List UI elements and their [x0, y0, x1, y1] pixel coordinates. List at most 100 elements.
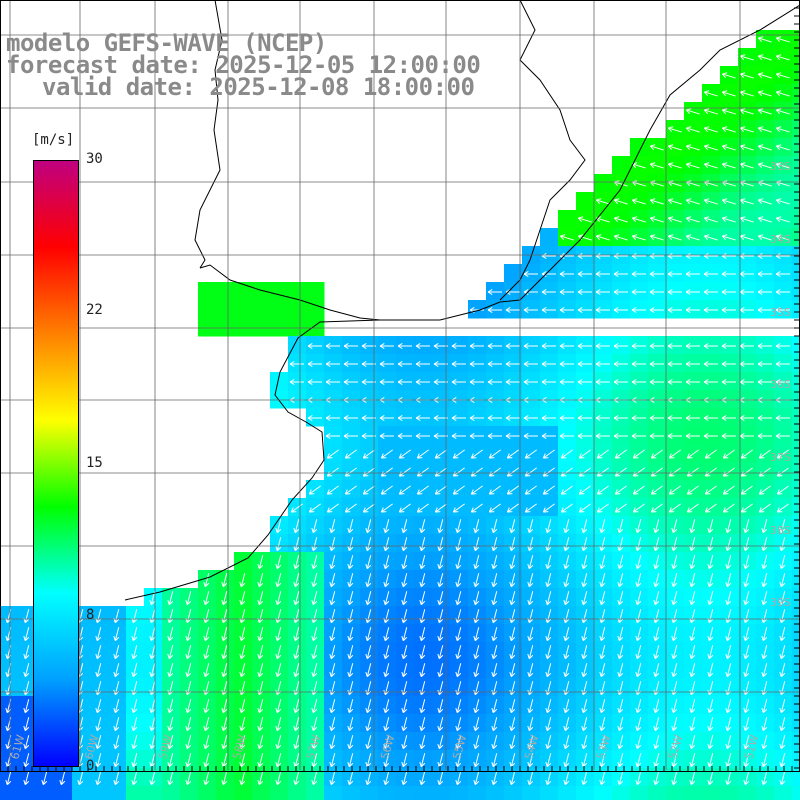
wind-cell — [288, 318, 307, 337]
wind-arrow — [455, 663, 462, 678]
wind-cell — [414, 372, 433, 391]
wind-cell — [576, 300, 595, 319]
wind-arrow — [149, 771, 156, 786]
wind-arrow — [365, 699, 372, 714]
wind-arrow — [650, 467, 663, 477]
wind-arrow — [581, 519, 588, 534]
wind-arrow — [761, 555, 768, 570]
wind-cell — [468, 786, 487, 800]
wind-arrow — [131, 753, 138, 768]
wind-cell — [720, 156, 739, 175]
wind-arrow — [650, 449, 663, 459]
wind-arrow — [563, 519, 570, 534]
wind-arrow — [703, 198, 718, 205]
wind-arrow — [419, 555, 426, 570]
wind-cell — [720, 192, 739, 211]
wind-cell — [648, 210, 667, 229]
wind-arrow — [167, 735, 174, 750]
wind-arrow — [577, 432, 592, 440]
wind-arrow — [775, 342, 790, 350]
wind-arrow — [779, 735, 786, 750]
title-model: modelo GEFS-WAVE (NCEP) — [6, 29, 327, 57]
wind-arrow — [757, 270, 772, 278]
wind-cell — [270, 318, 289, 337]
wind-arrow — [293, 699, 300, 714]
wind-arrow — [167, 663, 174, 678]
wind-cell — [450, 426, 469, 445]
wind-arrow — [113, 717, 120, 732]
wind-cell — [306, 408, 325, 427]
wind-arrow — [239, 645, 246, 660]
wind-cell — [774, 84, 793, 103]
wind-cell — [468, 390, 487, 409]
wind-cell — [684, 372, 703, 391]
wind-arrow — [613, 270, 628, 278]
wind-arrow — [617, 663, 624, 678]
wind-arrow — [757, 198, 772, 205]
wind-cell — [666, 372, 685, 391]
wind-arrow — [203, 753, 210, 768]
wind-cell — [738, 300, 757, 319]
coastline-south — [124, 4, 800, 601]
wind-arrow — [595, 288, 610, 296]
wind-arrow — [758, 449, 771, 459]
wind-cell — [468, 372, 487, 391]
wind-arrow — [703, 216, 718, 223]
wind-arrow — [667, 288, 682, 296]
wind-arrow — [506, 467, 519, 477]
wind-cell — [720, 372, 739, 391]
wind-arrow — [95, 717, 102, 732]
wind-arrow — [722, 485, 735, 495]
wind-arrow — [487, 378, 502, 386]
lon-label: 52W — [666, 733, 685, 761]
lon-label: 61W — [8, 733, 27, 761]
wind-cell — [756, 48, 775, 67]
wind-cell — [378, 372, 397, 391]
wind-cell — [396, 786, 415, 800]
wind-cell — [666, 408, 685, 427]
wind-cell — [702, 390, 721, 409]
wind-arrow — [362, 467, 375, 477]
wind-cell — [504, 426, 523, 445]
wind-arrow — [707, 663, 714, 678]
wind-arrow — [491, 519, 498, 534]
wind-arrow — [775, 270, 790, 278]
wind-cell — [792, 48, 800, 67]
wind-cell — [468, 336, 487, 355]
wind-arrow — [671, 771, 678, 786]
wind-cell — [378, 354, 397, 373]
wind-arrow — [599, 699, 606, 714]
wind-arrow — [631, 432, 646, 440]
wind-arrow — [707, 537, 714, 552]
wind-arrow — [595, 198, 610, 205]
wind-arrow — [542, 449, 555, 459]
wind-arrow — [596, 467, 609, 477]
wind-arrow — [545, 519, 552, 534]
wind-cell — [612, 408, 631, 427]
wind-arrow — [617, 771, 624, 786]
wind-cell — [792, 228, 800, 247]
wind-cell — [486, 390, 505, 409]
wind-cell — [792, 66, 800, 85]
wind-arrow — [491, 627, 498, 642]
wind-arrow — [523, 270, 538, 278]
wind-cell — [792, 768, 800, 787]
wind-arrow — [347, 537, 354, 552]
wind-arrow — [667, 126, 682, 133]
wind-arrow — [362, 449, 375, 459]
wind-cell — [414, 390, 433, 409]
wind-cell — [666, 354, 685, 373]
wind-arrow — [523, 432, 538, 440]
wind-arrow — [685, 414, 700, 422]
wind-arrow — [239, 735, 246, 750]
wind-cell — [774, 174, 793, 193]
wind-arrow — [761, 591, 768, 606]
wind-cell — [702, 102, 721, 121]
wind-arrow — [311, 663, 318, 678]
wind-cell — [684, 354, 703, 373]
wind-arrow — [757, 234, 772, 241]
wind-arrow — [113, 771, 120, 786]
wind-cell — [684, 426, 703, 445]
wind-arrow — [275, 519, 282, 534]
wind-cell — [684, 300, 703, 319]
